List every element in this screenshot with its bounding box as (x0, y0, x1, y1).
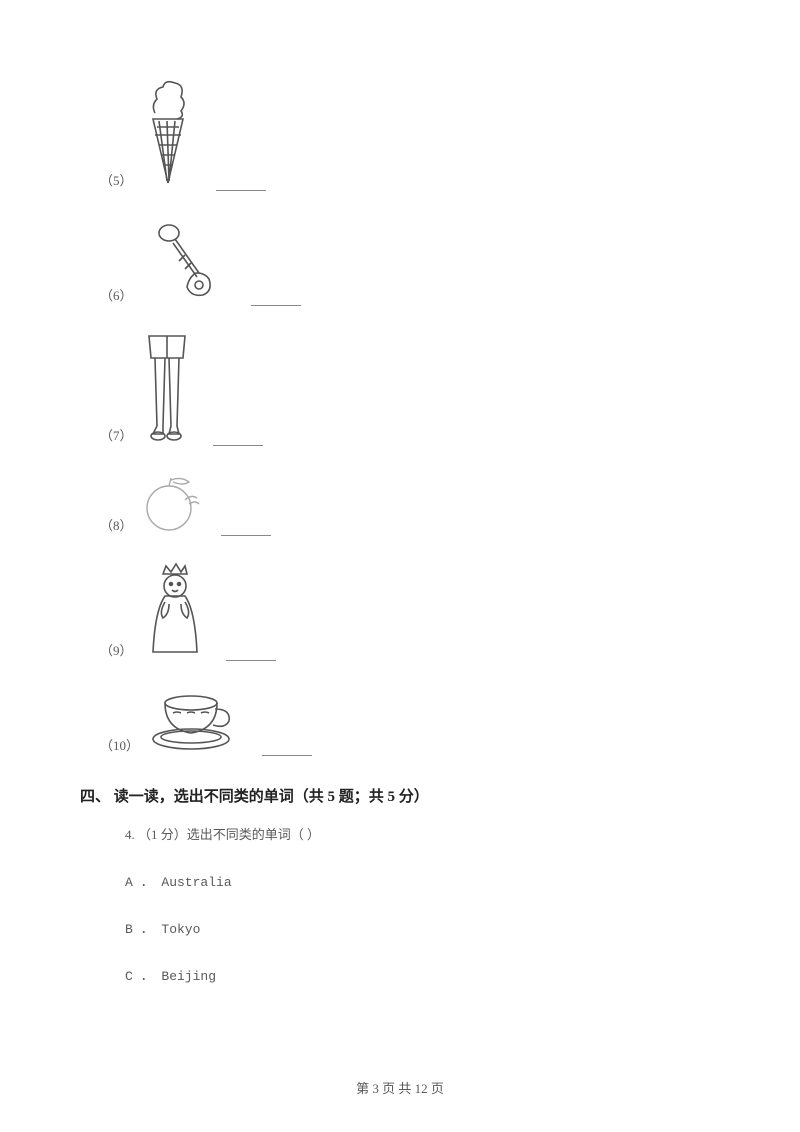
answer-blank[interactable] (216, 190, 266, 191)
item-row-6: （6） (100, 215, 700, 310)
item-row-10: （10） (100, 685, 700, 760)
queen-icon (141, 560, 206, 665)
answer-blank[interactable] (221, 535, 271, 536)
answer-blank[interactable] (251, 305, 301, 306)
leg-icon (141, 330, 193, 450)
item-number: （6） (100, 285, 133, 310)
item-row-7: （7） (100, 330, 700, 450)
key-icon (141, 215, 231, 310)
tea-icon (147, 685, 242, 760)
option-c: C ． Beijing (125, 965, 700, 984)
item-number: （10） (100, 735, 139, 760)
answer-blank[interactable] (213, 445, 263, 446)
answer-blank[interactable] (226, 660, 276, 661)
item-number: （5） (100, 170, 133, 195)
option-b: B ． Tokyo (125, 918, 700, 937)
item-row-9: （9） (100, 560, 700, 665)
ice-cream-icon (141, 75, 196, 195)
section-heading: 四、 读一读，选出不同类的单词（共 5 题；共 5 分） (80, 785, 700, 806)
item-row-8: （8） (100, 470, 700, 540)
answer-blank[interactable] (262, 755, 312, 756)
page-footer: 第 3 页 共 12 页 (0, 1078, 800, 1097)
item-row-5: （5） (100, 75, 700, 195)
option-a: A ． Australia (125, 871, 700, 890)
item-number: （8） (100, 515, 133, 540)
page-content: （5） （6） (0, 0, 800, 984)
orange-icon (141, 470, 201, 540)
question-text: 4. （1 分）选出不同类的单词（ ） (125, 824, 700, 843)
item-number: （9） (100, 640, 133, 665)
item-number: （7） (100, 425, 133, 450)
